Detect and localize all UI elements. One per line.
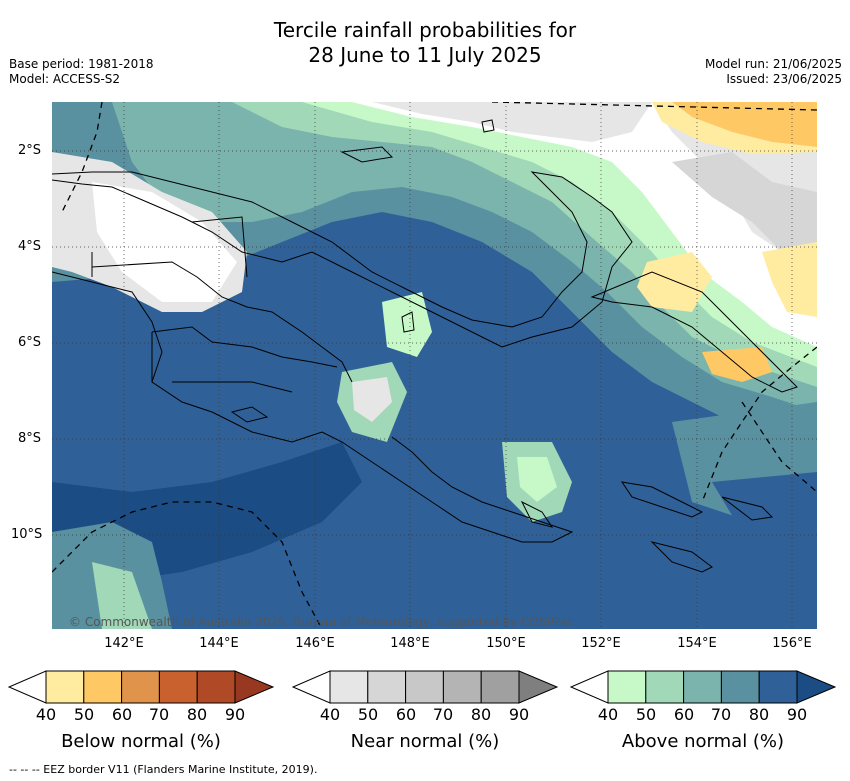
no-dominant-west <box>92 182 237 302</box>
lon-label-152e: 152°E <box>581 636 621 651</box>
near-50-right <box>672 152 817 252</box>
cb-near-tick: 50 <box>357 705 379 724</box>
colorbar-near-band <box>480 670 520 704</box>
lon-label-150e: 150°E <box>486 636 526 651</box>
meta-right: Model run: 21/06/2025 Issued: 23/06/2025 <box>705 57 842 87</box>
cb-below-tick: 90 <box>224 705 246 724</box>
cb-above-tick: 60 <box>673 705 695 724</box>
colorbar-below-band <box>196 670 236 704</box>
lat-label-2s: 2°S <box>18 143 42 158</box>
below-50-top-right <box>672 102 817 147</box>
cb-below-tick: 80 <box>186 705 208 724</box>
cb-near-tick: 80 <box>470 705 492 724</box>
cb-below-tick: 50 <box>73 705 95 724</box>
cb-near-tick: 90 <box>508 705 530 724</box>
map-svg <box>52 102 817 629</box>
above-80-southeast <box>712 472 817 532</box>
colorbar-near-min-extend <box>292 670 331 704</box>
colorbar-above-band <box>607 670 647 704</box>
cb-near-tick: 70 <box>432 705 454 724</box>
province-borders <box>91 216 353 393</box>
colorbar-near-band <box>329 670 369 704</box>
colorbar-above-min-extend <box>570 670 609 704</box>
cb-above-tick: 80 <box>748 705 770 724</box>
model-run: Model run: 21/06/2025 <box>704 57 842 71</box>
colorbar-near-band <box>442 670 482 704</box>
below-40-top-right <box>652 102 817 154</box>
lon-label-144e: 144°E <box>199 636 239 651</box>
above-40-south <box>517 457 557 502</box>
colorbar-near-band <box>367 670 407 704</box>
colorbar-below-min-extend <box>8 670 47 704</box>
issued-date: Issued: 23/06/2025 <box>726 72 842 86</box>
colorbar-above-band <box>683 670 722 704</box>
lon-label-156e: 156°E <box>772 636 812 651</box>
colorbar-below <box>8 670 274 704</box>
cb-below-tick: 60 <box>111 705 133 724</box>
title-line-2: 28 June to 11 July 2025 <box>308 43 542 67</box>
cb-near-tick: 40 <box>319 705 341 724</box>
colorbar-above-band <box>758 670 798 704</box>
colorbar-below-band <box>83 670 123 704</box>
cb-below-tick: 40 <box>35 705 57 724</box>
lon-label-148e: 148°E <box>390 636 430 651</box>
above-50-southwest <box>92 562 152 629</box>
lon-label-142e: 142°E <box>104 636 144 651</box>
map-title: Tercile rainfall probabilities for 28 Ju… <box>0 18 850 68</box>
cb-near-tick: 60 <box>395 705 417 724</box>
cb-above-tick: 40 <box>597 705 619 724</box>
below-40-far-east <box>762 242 817 317</box>
colorbar-below-band <box>45 670 85 704</box>
colorbar-below-band <box>158 670 198 704</box>
probability-map <box>52 102 817 629</box>
eez-borders <box>52 102 817 629</box>
cb-above-tick: 50 <box>635 705 657 724</box>
colorbar-near <box>292 670 558 704</box>
cb-below-tick: 70 <box>148 705 170 724</box>
colorbar-near-title: Near normal (%) <box>350 731 500 752</box>
lat-label-6s: 6°S <box>18 335 42 350</box>
coastlines <box>52 119 798 573</box>
colorbar-near-max-extend <box>518 670 558 704</box>
lon-label-146e: 146°E <box>295 636 335 651</box>
colorbar-near-band <box>405 670 444 704</box>
title-line-1: Tercile rainfall probabilities for <box>273 18 577 42</box>
lon-label-154e: 154°E <box>677 636 717 651</box>
near-40-central <box>352 377 392 422</box>
colorbar-below-max-extend <box>234 670 274 704</box>
cb-above-tick: 70 <box>710 705 732 724</box>
near-40-top <box>372 102 652 142</box>
colorbar-above-band <box>645 670 685 704</box>
copyright-notice: © Commonwealth of Australia 2025, Bureau… <box>69 615 575 629</box>
colorbar-above-max-extend <box>796 670 836 704</box>
meta-left: Base period: 1981-2018 Model: ACCESS-S2 <box>9 57 154 87</box>
lat-label-4s: 4°S <box>18 239 42 254</box>
colorbar-below-band <box>121 670 160 704</box>
above-40-central <box>382 292 432 357</box>
base-period: Base period: 1981-2018 <box>9 57 154 71</box>
colorbar-below-title: Below normal (%) <box>61 731 221 752</box>
colorbar-above-title: Above normal (%) <box>621 731 785 752</box>
lat-label-10s: 10°S <box>11 527 43 542</box>
below-40-east <box>637 252 712 312</box>
colorbar-above-band <box>720 670 760 704</box>
cb-above-tick: 90 <box>786 705 808 724</box>
colorbar-above <box>570 670 836 704</box>
eez-footnote: -- -- -- EEZ border V11 (Flanders Marine… <box>9 763 318 776</box>
model-name: Model: ACCESS-S2 <box>9 72 121 86</box>
lat-label-8s: 8°S <box>18 431 42 446</box>
